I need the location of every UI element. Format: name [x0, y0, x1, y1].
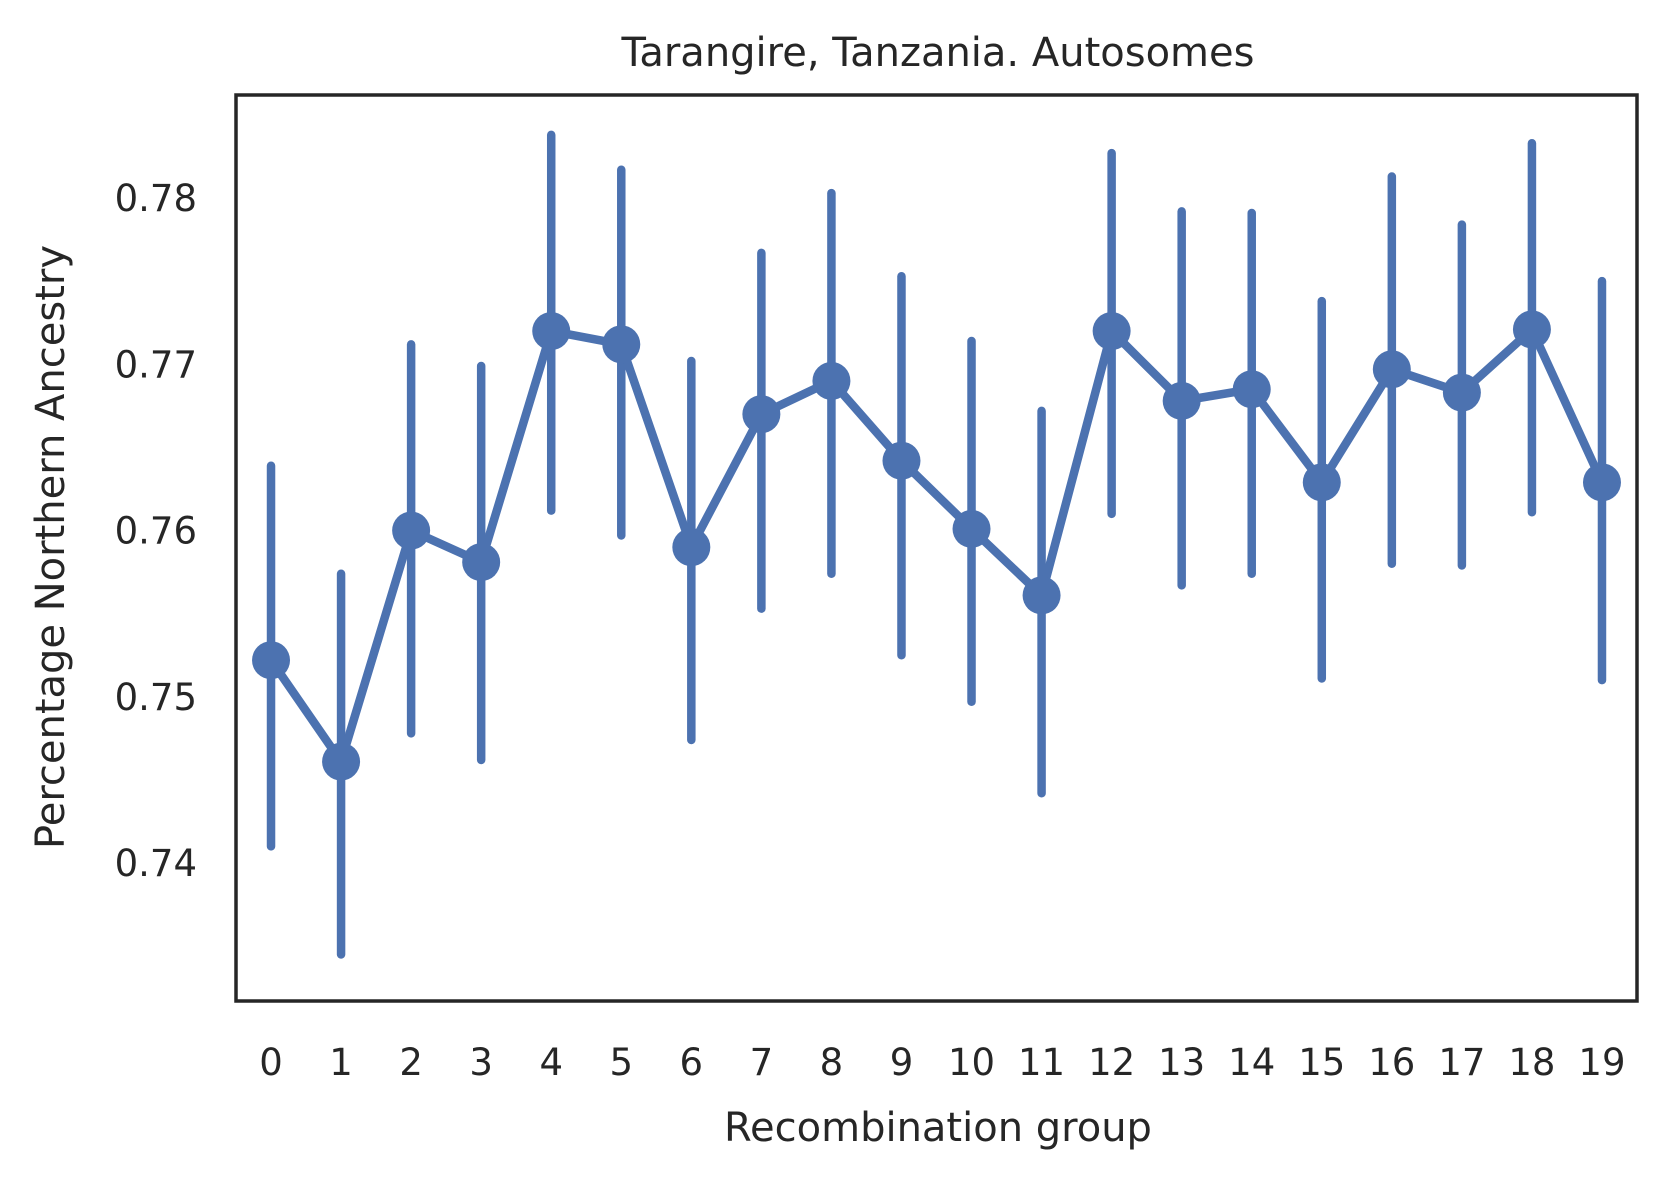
x-tick-label: 5 [610, 1041, 634, 1084]
x-tick-label: 1 [329, 1041, 353, 1084]
data-point-19 [1582, 463, 1621, 502]
x-axis-label: Recombination group [724, 1105, 1152, 1151]
plot-area [252, 130, 1621, 959]
x-tick-label: 7 [750, 1041, 774, 1084]
y-tick-label: 0.74 [115, 842, 197, 885]
y-tick-label: 0.77 [115, 343, 197, 386]
data-point-4 [532, 312, 571, 351]
x-tick-label: 17 [1438, 1041, 1485, 1084]
x-tick-label: 15 [1298, 1041, 1345, 1084]
data-point-9 [882, 441, 921, 480]
data-point-8 [812, 361, 851, 400]
series-line [267, 325, 1606, 766]
data-point-18 [1512, 310, 1551, 349]
x-tick-label: 8 [820, 1041, 844, 1084]
data-point-15 [1302, 463, 1341, 502]
x-tick-label: 3 [469, 1041, 493, 1084]
data-point-1 [322, 742, 361, 781]
data-point-12 [1092, 312, 1131, 351]
x-tick-label: 0 [259, 1041, 283, 1084]
data-point-6 [672, 528, 711, 567]
x-tick-label: 14 [1228, 1041, 1275, 1084]
x-tick-label: 19 [1578, 1041, 1625, 1084]
x-tick-label: 11 [1018, 1041, 1065, 1084]
data-point-14 [1232, 370, 1271, 409]
y-tick-label: 0.76 [115, 510, 197, 553]
data-point-13 [1162, 381, 1201, 420]
x-tick-label: 16 [1368, 1041, 1415, 1084]
x-tick-label: 13 [1158, 1041, 1205, 1084]
data-point-17 [1442, 373, 1481, 412]
x-tick-label: 12 [1088, 1041, 1135, 1084]
y-tick-labels: 0.74 0.75 0.76 0.77 0.78 [115, 177, 197, 885]
x-tick-label: 4 [539, 1041, 563, 1084]
data-point-0 [252, 641, 291, 680]
x-tick-label: 9 [890, 1041, 914, 1084]
data-point-11 [1022, 576, 1061, 615]
data-point-7 [742, 395, 781, 434]
data-point-10 [952, 509, 991, 548]
data-point-16 [1372, 350, 1411, 389]
x-tick-label: 6 [680, 1041, 704, 1084]
data-point-3 [462, 543, 501, 582]
y-tick-label: 0.75 [115, 676, 197, 719]
x-tick-labels: 0 1 2 3 4 5 6 7 8 9 10 11 12 13 14 15 16 17 18 19 [259, 1041, 1625, 1084]
data-point-5 [602, 325, 641, 364]
x-tick-label: 10 [948, 1041, 995, 1084]
chart-title: Tarangire, Tanzania. Autosomes [621, 30, 1255, 76]
y-tick-label: 0.78 [115, 177, 197, 220]
x-tick-label: 2 [399, 1041, 423, 1084]
y-axis-label: Percentage Northern Ancestry [28, 245, 74, 849]
x-tick-label: 18 [1508, 1041, 1555, 1084]
plot-frame [234, 93, 1639, 1003]
data-point-2 [392, 511, 431, 550]
